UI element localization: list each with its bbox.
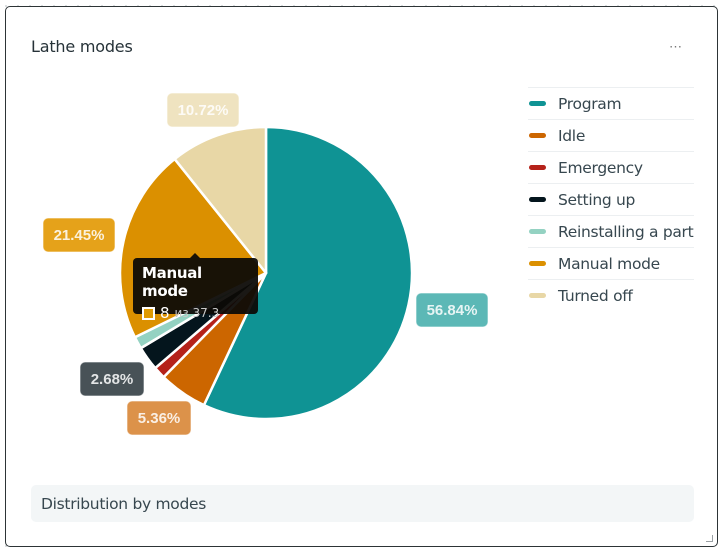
legend-label: Idle: [558, 126, 586, 145]
data-label-text: 56.84%: [427, 302, 478, 319]
data-label-box: [415, 292, 489, 328]
chart-legend: Program Idle Emergency Setting up Reinstalli…: [528, 87, 694, 311]
pie-slice-turned-off[interactable]: [173, 125, 268, 275]
more-options-button[interactable]: ⋯: [669, 39, 683, 54]
data-label-box: [166, 92, 240, 128]
pie-data-labels: 56.84% 5.36% 2.68% 21.45% 10.72%: [42, 92, 489, 436]
data-label-text: 2.68%: [91, 371, 134, 388]
data-label-turned-off: 10.72%: [166, 92, 240, 128]
data-label-box: [126, 400, 192, 436]
legend-label: Setting up: [558, 190, 636, 209]
data-label-text: 5.36%: [138, 410, 181, 427]
data-label-setting-up: 2.68%: [79, 361, 145, 397]
widget-title: Lathe modes: [31, 37, 133, 56]
legend-label: Turned off: [558, 286, 633, 305]
data-label-text: 10.72%: [178, 102, 229, 119]
tooltip-title: Manual mode: [142, 264, 202, 300]
legend-label: Emergency: [558, 158, 643, 177]
pie-slice-program[interactable]: [202, 125, 414, 421]
footer-text: Distribution by modes: [41, 494, 207, 513]
legend-swatch: [529, 101, 546, 106]
tooltip-total: из 37.3: [174, 306, 220, 320]
legend-swatch: [529, 229, 546, 234]
legend-swatch: [529, 293, 546, 298]
widget-footer: Distribution by modes: [31, 485, 694, 522]
chart-tooltip: Manual mode 8 из 37.3: [133, 253, 258, 322]
tooltip-color-swatch: [142, 306, 155, 320]
legend-item-setting-up[interactable]: Setting up: [528, 183, 694, 215]
data-label-box: [42, 217, 116, 253]
data-label-box: [79, 361, 145, 397]
data-label-manual-mode: 21.45%: [42, 217, 116, 253]
legend-item-idle[interactable]: Idle: [528, 119, 694, 151]
legend-label: Reinstalling a part: [558, 222, 694, 241]
tooltip-value: 8: [160, 304, 170, 322]
legend-item-emergency[interactable]: Emergency: [528, 151, 694, 183]
legend-item-reinstalling-a-part[interactable]: Reinstalling a part: [528, 215, 694, 247]
data-label-program: 56.84%: [415, 292, 489, 328]
data-label-idle: 5.36%: [126, 400, 192, 436]
data-label-text: 21.45%: [54, 227, 105, 244]
legend-swatch: [529, 261, 546, 266]
legend-item-turned-off[interactable]: Turned off: [528, 279, 694, 311]
legend-swatch: [529, 133, 546, 138]
legend-label: Manual mode: [558, 254, 660, 273]
legend-swatch: [529, 197, 546, 202]
legend-item-manual-mode[interactable]: Manual mode: [528, 247, 694, 279]
legend-swatch: [529, 165, 546, 170]
legend-item-program[interactable]: Program: [528, 87, 694, 119]
legend-label: Program: [558, 94, 622, 113]
resize-handle-icon[interactable]: [706, 535, 713, 542]
